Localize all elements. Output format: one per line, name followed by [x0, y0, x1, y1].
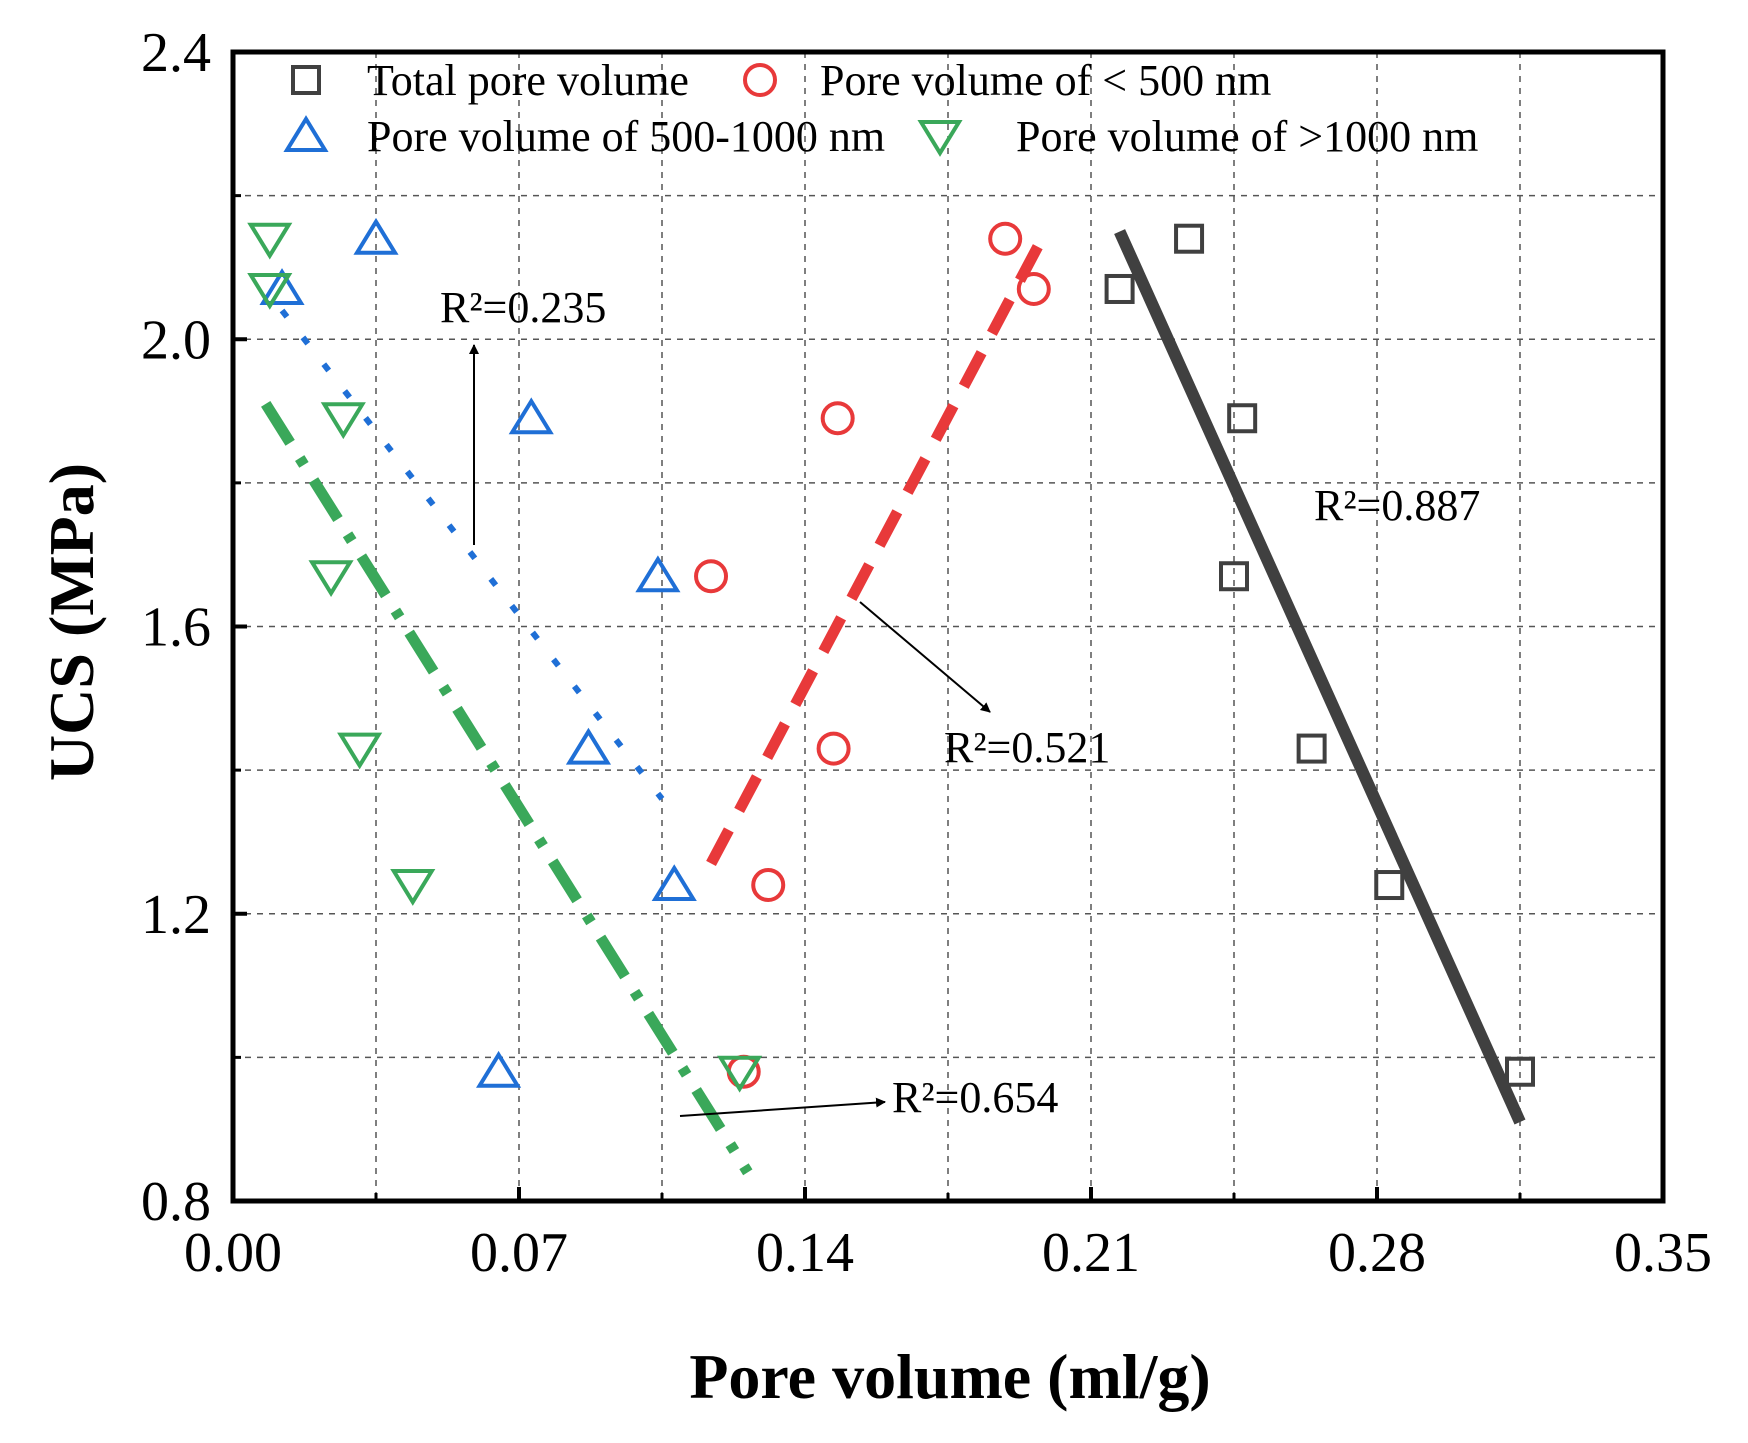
arrow-r2-series-4	[679, 1097, 886, 1117]
grid	[233, 52, 1663, 1201]
r2-label-series-2: R²=0.521	[944, 723, 1110, 772]
y-tick-label: 2.0	[141, 309, 211, 371]
data-point-series-1	[1219, 561, 1249, 592]
data-point-series-4	[247, 272, 293, 310]
data-point-series-1	[1374, 870, 1405, 901]
data-point-series-2	[694, 559, 729, 594]
data-point-series-1	[1296, 733, 1327, 764]
data-point-series-2	[988, 221, 1023, 256]
x-tick-label: 0.35	[1614, 1222, 1712, 1284]
data-point-series-1	[1104, 273, 1135, 304]
y-axis-title: UCS (MPa)	[36, 463, 107, 781]
legend: Total pore volume Pore volume of < 500 nm…	[283, 56, 1478, 161]
data-point-series-3	[353, 217, 399, 255]
legend-label-2: Pore volume of < 500 nm	[820, 56, 1271, 105]
legend-label-4: Pore volume of >1000 nm	[1016, 112, 1478, 161]
data-point-series-3	[259, 268, 305, 305]
data-point-series-4	[337, 732, 383, 770]
r2-label-series-1: R²=0.887	[1314, 481, 1480, 530]
fit-lines	[261, 229, 1526, 1176]
x-axis-title: Pore volume (ml/g)	[689, 1341, 1210, 1412]
fit-line-series-3	[279, 308, 665, 801]
ticks: 0.00 0.07 0.14 0.21 0.28 0.35 0.8 1.2 1.6 2.0 2.4	[141, 22, 1712, 1284]
data-point-series-3	[475, 1050, 522, 1088]
r2-label-series-3: R²=0.235	[440, 283, 606, 332]
legend-marker-1	[291, 65, 321, 95]
r2-label-series-4: R²=0.654	[892, 1073, 1058, 1122]
x-tick-label: 0.28	[1328, 1222, 1426, 1284]
data-point-series-4	[247, 222, 293, 260]
data-point-series-3	[651, 864, 697, 902]
data-point-series-3	[635, 555, 681, 593]
data-point-series-1	[1227, 403, 1258, 434]
data-point-series-2	[751, 868, 786, 903]
fit-line-series-1	[1114, 229, 1526, 1125]
data-point-series-4	[717, 1055, 763, 1093]
data-point-series-3	[565, 727, 612, 765]
legend-marker-3	[283, 115, 329, 152]
x-tick-label: 0.14	[756, 1222, 854, 1284]
data-point-series-4	[308, 560, 354, 598]
y-tick-label: 0.8	[141, 1171, 211, 1233]
data-point-series-2	[1016, 271, 1051, 306]
legend-marker-4	[917, 120, 963, 157]
data-point-series-2	[820, 401, 855, 436]
y-tick-label: 2.4	[141, 22, 211, 84]
annotations: R²=0.235 R²=0.887 R²=0.521 R²=0.654	[440, 283, 1480, 1122]
legend-marker-2	[743, 63, 777, 97]
y-tick-label: 1.6	[141, 597, 211, 659]
data-points	[247, 217, 1535, 1093]
arrow-r2-series-2	[859, 601, 991, 713]
data-point-series-1	[1174, 223, 1205, 254]
y-tick-label: 1.2	[141, 884, 211, 946]
x-tick-label: 0.07	[470, 1222, 568, 1284]
x-tick-label: 0.21	[1042, 1222, 1140, 1284]
fit-line-series-4	[261, 400, 753, 1176]
data-point-series-4	[320, 402, 366, 440]
x-tick-label: 0.00	[184, 1222, 282, 1284]
legend-label-1: Total pore volume	[367, 56, 689, 105]
data-point-series-1	[1505, 1056, 1535, 1087]
legend-label-3: Pore volume of 500-1000 nm	[367, 112, 885, 161]
data-point-series-3	[508, 397, 554, 435]
data-point-series-2	[816, 731, 851, 766]
data-point-series-4	[390, 869, 436, 906]
